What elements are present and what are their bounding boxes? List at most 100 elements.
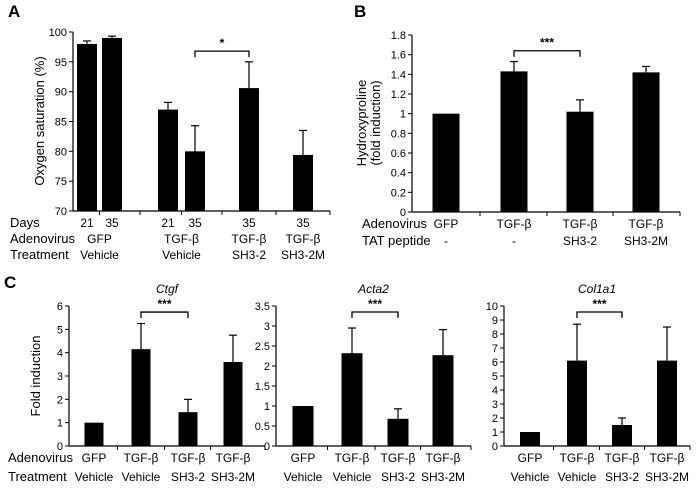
significance-label: *** bbox=[592, 297, 606, 311]
category-label: GFP bbox=[87, 232, 112, 246]
category-label: SH3-2M bbox=[211, 470, 255, 484]
category-label: Vehicle bbox=[162, 248, 201, 262]
significance-label: * bbox=[220, 36, 225, 50]
y-tick-label: 1.5 bbox=[255, 381, 270, 393]
bar bbox=[657, 360, 677, 446]
y-tick-label: 3 bbox=[492, 399, 498, 411]
y-tick-label: 4 bbox=[57, 348, 63, 360]
category-label: SH3-2 bbox=[605, 470, 639, 484]
chart-panel: A Oxygen saturation (%) 70 75 80 85 90 95 100 * Da… bbox=[8, 2, 331, 262]
chart-panel: B Hydroxyproline (fold induction) 0 0.2 0.4 0.… bbox=[354, 2, 681, 248]
bar bbox=[223, 362, 243, 446]
y-tick-label: 0 bbox=[492, 441, 498, 453]
bar bbox=[612, 425, 632, 446]
category-label: - bbox=[512, 234, 516, 248]
y-tick-label: 3 bbox=[57, 371, 63, 383]
category-label: Vehicle bbox=[80, 248, 119, 262]
bar bbox=[293, 154, 313, 211]
bar bbox=[567, 360, 587, 446]
significance-label: *** bbox=[157, 297, 171, 311]
row-label: Adenovirus bbox=[8, 450, 74, 465]
category-label: SH3-2M bbox=[624, 234, 668, 248]
bar bbox=[632, 72, 660, 212]
y-tick-label: 2 bbox=[492, 413, 498, 425]
category-label: SH3-2 bbox=[563, 234, 597, 248]
category-label: 35 bbox=[242, 216, 256, 230]
significance-label: *** bbox=[368, 297, 382, 311]
bar bbox=[77, 43, 97, 211]
y-tick-label: 1 bbox=[264, 401, 270, 413]
y-axis-label: (fold induction) bbox=[368, 80, 383, 165]
y-tick-label: 1 bbox=[57, 418, 63, 430]
y-tick-label: 1.8 bbox=[391, 30, 406, 42]
category-label: TGF-β bbox=[426, 451, 461, 465]
y-tick-label: 0 bbox=[400, 207, 406, 219]
category-label: TGF-β bbox=[497, 217, 532, 231]
y-tick-label: 1.2 bbox=[391, 89, 406, 101]
row-label: TAT peptide bbox=[362, 233, 431, 248]
y-tick-label: 8 bbox=[492, 329, 498, 341]
y-tick-label: 0.8 bbox=[391, 128, 406, 140]
category-label: SH3-2M bbox=[281, 248, 325, 262]
bar bbox=[341, 353, 363, 446]
y-tick-label: 0.6 bbox=[391, 148, 406, 160]
category-label: SH3-2 bbox=[171, 470, 205, 484]
significance-bracket bbox=[194, 50, 250, 58]
y-tick-label: 3 bbox=[264, 321, 270, 333]
y-axis-label: Oxygen saturation (%) bbox=[32, 56, 47, 185]
y-tick-label: 0 bbox=[57, 441, 63, 453]
category-label: TGF-β bbox=[563, 217, 598, 231]
row-label: Treatment bbox=[8, 469, 67, 484]
category-label: TGF-β bbox=[286, 232, 321, 246]
y-tick-label: 1.6 bbox=[391, 50, 406, 62]
category-label: SH3-2M bbox=[645, 470, 689, 484]
category-label: TGF-β bbox=[171, 451, 206, 465]
category-label: TGF-β bbox=[232, 232, 267, 246]
y-tick-label: 5 bbox=[492, 371, 498, 383]
category-label: 35 bbox=[296, 216, 310, 230]
bar bbox=[178, 412, 198, 446]
category-label: TGF-β bbox=[560, 451, 595, 465]
y-tick-label: 5 bbox=[57, 324, 63, 336]
significance-bracket bbox=[351, 311, 399, 318]
bar bbox=[387, 418, 409, 446]
y-tick-label: 7 bbox=[492, 343, 498, 355]
category-label: TGF-β bbox=[629, 217, 664, 231]
chart-title: Ctgf bbox=[156, 282, 180, 296]
y-axis-label: Hydroxyproline bbox=[354, 80, 369, 167]
chart-panel: Acta2 0 0.5 1 1.5 2 2.5 3 3.5 *** GFP TGF-β TGF-β TGF… bbox=[255, 282, 472, 484]
row-label: Treatment bbox=[10, 247, 69, 262]
category-label: Vehicle bbox=[558, 470, 597, 484]
bar bbox=[520, 432, 540, 446]
significance-label: *** bbox=[540, 36, 554, 50]
y-tick-label: 10 bbox=[486, 301, 498, 313]
category-label: SH3-2M bbox=[421, 470, 465, 484]
panel-label: C bbox=[4, 273, 16, 292]
category-label: GFP bbox=[434, 217, 459, 231]
y-tick-label: 3.5 bbox=[255, 301, 270, 313]
category-label: 35 bbox=[188, 216, 202, 230]
bar bbox=[131, 349, 151, 446]
y-tick-label: 2 bbox=[264, 361, 270, 373]
category-label: TGF-β bbox=[381, 451, 416, 465]
y-axis-label: Fold induction bbox=[28, 336, 43, 417]
chart-title: Acta2 bbox=[357, 282, 389, 296]
significance-bracket bbox=[576, 311, 623, 319]
significance-bracket bbox=[140, 311, 189, 319]
bar bbox=[102, 37, 122, 211]
panel-label: A bbox=[8, 2, 20, 21]
y-tick-label: 75 bbox=[55, 176, 67, 188]
category-label: TGF-β bbox=[335, 451, 370, 465]
row-label: Adenovirus bbox=[10, 231, 76, 246]
category-label: TGF-β bbox=[124, 451, 159, 465]
category-label: Vehicle bbox=[511, 470, 550, 484]
category-label: TGF-β bbox=[605, 451, 640, 465]
category-label: Vehicle bbox=[333, 470, 372, 484]
panel-label: B bbox=[354, 2, 366, 21]
y-tick-label: 85 bbox=[55, 117, 67, 129]
category-label: SH3-2 bbox=[232, 248, 266, 262]
bar bbox=[432, 355, 454, 446]
category-label: 21 bbox=[161, 216, 175, 230]
y-tick-label: 95 bbox=[55, 57, 67, 69]
y-tick-label: 1 bbox=[400, 109, 406, 121]
